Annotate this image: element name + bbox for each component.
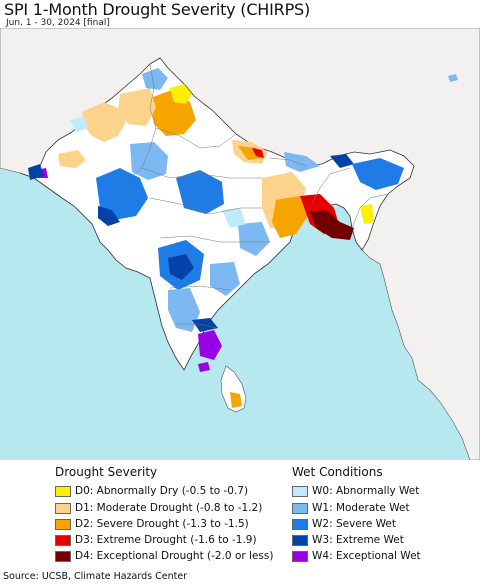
drought-patch-kashmir	[170, 84, 192, 104]
drought-patch-bengal-d4	[310, 210, 354, 240]
legend-swatch-d1	[55, 502, 71, 514]
legend-label-w0: W0: Abnormally Wet	[312, 485, 420, 497]
wet-patch-kerala	[198, 362, 210, 372]
legend-item-d3: D3: Extreme Drought (-1.6 to -1.9)	[55, 532, 257, 548]
legend-label-w2: W2: Severe Wet	[312, 518, 396, 530]
wet-patch-bhutan	[330, 154, 354, 168]
legend-swatch-w0	[292, 485, 308, 497]
legend-swatch-d4	[55, 550, 71, 562]
legend-item-w0: W0: Abnormally Wet	[292, 483, 419, 499]
map-subtitle: Jun. 1 - 30, 2024 [final]	[6, 18, 110, 28]
wet-patch-afghan	[142, 68, 168, 90]
wet-patch-ap	[210, 262, 240, 296]
drought-patch-bihar-d2	[272, 196, 308, 238]
wet-patch-sindh-coast-ring	[28, 164, 44, 180]
south-asia-region	[19, 57, 415, 371]
legend-label-w4: W4: Exceptional Wet	[312, 550, 421, 562]
legend-item-w4: W4: Exceptional Wet	[292, 548, 421, 564]
legend-label-d3: D3: Extreme Drought (-1.6 to -1.9)	[75, 534, 257, 546]
legend-item-d1: D1: Moderate Drought (-0.8 to -1.2)	[55, 500, 262, 516]
wet-patch-assam	[352, 158, 404, 190]
legend-item-d2: D2: Severe Drought (-1.3 to -1.5)	[55, 516, 249, 532]
drought-patch-up-d3	[252, 148, 264, 158]
legend-label-d0: D0: Abnormally Dry (-0.5 to -0.7)	[75, 485, 249, 497]
legend-label-d2: D2: Severe Drought (-1.3 to -1.5)	[75, 518, 249, 530]
drought-patch-pakistan-north	[82, 102, 126, 142]
wet-patch-tamilnadu	[198, 330, 222, 360]
legend-swatch-d3	[55, 534, 71, 546]
drought-map	[0, 28, 480, 460]
legend-swatch-d0	[55, 485, 71, 497]
legend-swatch-d2	[55, 518, 71, 530]
wet-legend-title: Wet Conditions	[292, 465, 383, 479]
wet-patch-maharashtra-deep	[168, 254, 194, 280]
legend-swatch-w2	[292, 518, 308, 530]
admin-boundaries	[115, 63, 389, 329]
legend-swatch-w1	[292, 502, 308, 514]
legend-item-w2: W2: Severe Wet	[292, 516, 396, 532]
drought-legend-title: Drought Severity	[55, 465, 158, 479]
legend-item-d0: D0: Abnormally Dry (-0.5 to -0.7)	[55, 483, 248, 499]
legend-label-w1: W1: Moderate Wet	[312, 502, 410, 514]
legend-item-w3: W3: Extreme Wet	[292, 532, 404, 548]
wet-patch-tibet	[448, 74, 458, 82]
wet-patch-gujarat-coast	[98, 206, 120, 226]
legend-item-w1: W1: Moderate Wet	[292, 500, 410, 516]
wet-patch-karnataka	[168, 288, 200, 332]
legend-label-d1: D1: Moderate Drought (-0.8 to -1.2)	[75, 502, 263, 514]
drought-patch-sindh	[58, 150, 86, 168]
wet-patch-nw	[70, 116, 88, 132]
source-credit: Source: UCSB, Climate Hazards Center	[3, 571, 188, 582]
legend-label-w3: W3: Extreme Wet	[312, 534, 404, 546]
wet-patch-chhattisgarh	[222, 208, 246, 228]
drought-patch-tripura	[360, 204, 374, 224]
legend-swatch-w3	[292, 534, 308, 546]
drought-patch-srilanka	[230, 392, 242, 408]
legend-label-d4: D4: Exceptional Drought (-2.0 or less)	[75, 550, 274, 562]
wet-patch-odisha	[238, 222, 270, 256]
drought-patch-punjab-light	[118, 88, 156, 126]
legend-item-d4: D4: Exceptional Drought (-2.0 or less)	[55, 548, 273, 564]
wet-patch-rajasthan	[130, 142, 168, 180]
wet-patch-mp	[176, 170, 224, 214]
map-title: SPI 1-Month Drought Severity (CHIRPS)	[4, 0, 311, 19]
wet-patch-gujarat	[96, 168, 148, 220]
wet-patch-nepal	[284, 152, 320, 172]
legend-swatch-w4	[292, 550, 308, 562]
